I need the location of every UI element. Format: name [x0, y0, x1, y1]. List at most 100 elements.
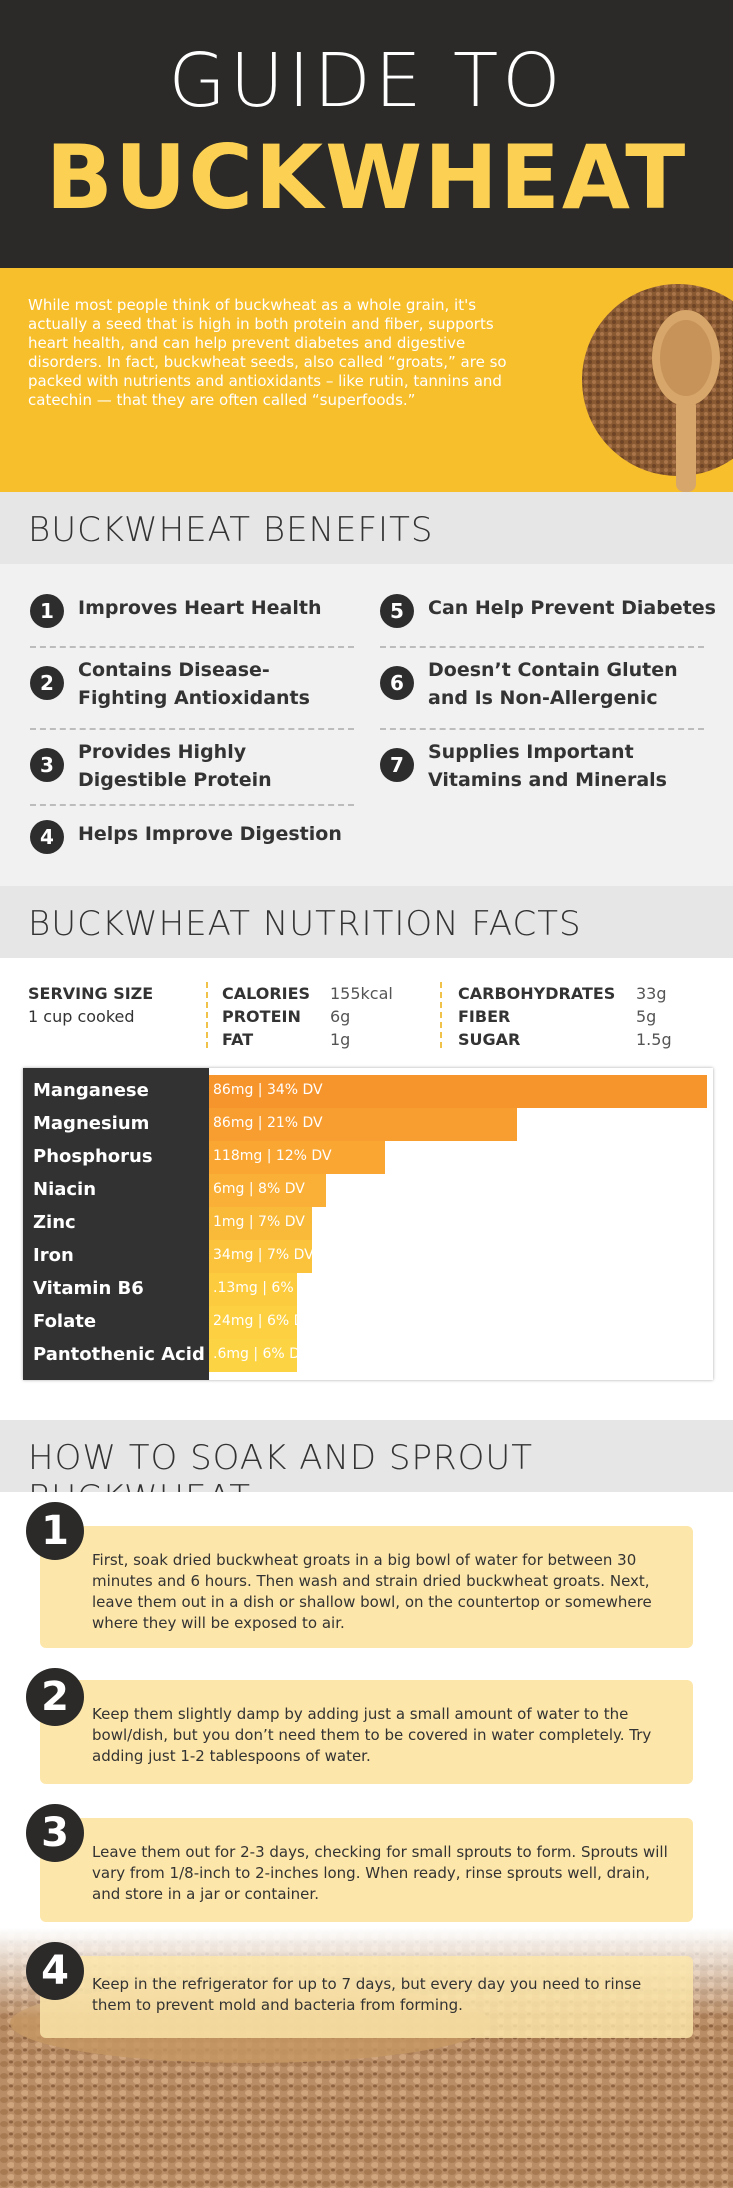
benefit-item: 6 Doesn’t Contain Gluten and Is Non-Alle… — [380, 656, 720, 712]
fiber-value: 5g — [636, 1007, 657, 1026]
carbs-label: CARBOHYDRATES — [458, 984, 616, 1003]
chart-bar: 24mg | 6% DV — [209, 1305, 314, 1339]
chart-bar: 86mg | 21% DV — [209, 1107, 517, 1141]
title-banner: GUIDE TO BUCKWHEAT — [0, 0, 733, 268]
step-card: First, soak dried buckwheat groats in a … — [40, 1526, 693, 1648]
sugar-value: 1.5g — [636, 1030, 672, 1049]
benefit-item: 3 Provides Highly Digestible Protein — [30, 738, 350, 794]
carb-labels-column: CARBOHYDRATES FIBER SUGAR — [458, 982, 615, 1051]
benefit-number-badge: 6 — [380, 666, 414, 700]
step-text: Keep them slightly damp by adding just a… — [92, 1705, 652, 1765]
chart-bar: .6mg | 6% DV — [209, 1338, 309, 1372]
buckwheat-bowl-image — [568, 268, 733, 492]
benefit-label: Improves Heart Health — [78, 597, 322, 619]
benefit-item: 2 Contains Disease-Fighting Antioxidants — [30, 656, 350, 712]
protein-value: 6g — [330, 1007, 351, 1026]
carbs-value: 33g — [636, 984, 667, 1003]
chart-category-label: Zinc — [33, 1212, 76, 1233]
benefit-number-badge: 2 — [30, 666, 64, 700]
step-text: First, soak dried buckwheat groats in a … — [92, 1551, 652, 1632]
step-text: Keep in the refrigerator for up to 7 day… — [92, 1975, 642, 2014]
intro-section: While most people think of buckwheat as … — [0, 268, 733, 492]
fat-value: 1g — [330, 1030, 351, 1049]
chart-category-label: Vitamin B6 — [33, 1278, 144, 1299]
benefits-list: 1 Improves Heart Health 2 Contains Disea… — [0, 564, 733, 886]
benefit-item: 7 Supplies Important Vitamins and Minera… — [380, 738, 720, 794]
macro-values-column: 155kcal 6g 1g — [330, 982, 393, 1051]
divider — [440, 982, 442, 1048]
carb-values-column: 33g 5g 1.5g — [636, 982, 672, 1051]
benefit-item: 1 Improves Heart Health — [30, 594, 350, 628]
benefit-number-badge: 1 — [30, 594, 64, 628]
step-card: Keep in the refrigerator for up to 7 day… — [40, 1956, 693, 2038]
step-number-badge: 4 — [26, 1942, 84, 2000]
chart-category-label: Folate — [33, 1311, 97, 1332]
title-line-2: BUCKWHEAT — [45, 126, 688, 229]
divider — [206, 982, 208, 1048]
nutrient-bar-chart: Manganese Magnesium Phosphorus Niacin Zinc Ir… — [23, 1068, 713, 1380]
sprout-steps-section: First, soak dried buckwheat groats in a … — [0, 1492, 733, 2188]
chart-category-label: Phosphorus — [33, 1146, 153, 1167]
serving-value: 1 cup cooked — [28, 1007, 135, 1026]
fiber-label: FIBER — [458, 1007, 511, 1026]
chart-category-label: Pantothenic Acid — [33, 1344, 205, 1365]
sprout-header: HOW TO SOAK AND SPROUT BUCKWHEAT — [0, 1420, 733, 1518]
step-number-badge: 1 — [26, 1502, 84, 1560]
divider — [380, 646, 704, 648]
benefit-label: Supplies Important Vitamins and Minerals — [428, 741, 667, 791]
chart-category-label: Iron — [33, 1245, 74, 1266]
chart-category-label: Niacin — [33, 1179, 97, 1200]
benefit-number-badge: 4 — [30, 820, 64, 854]
benefit-label: Can Help Prevent Diabetes — [428, 597, 716, 619]
chart-bar: 34mg | 7% DV — [209, 1239, 314, 1273]
intro-text: While most people think of buckwheat as … — [28, 296, 507, 409]
benefit-item: 4 Helps Improve Digestion — [30, 820, 350, 854]
protein-label: PROTEIN — [222, 1007, 301, 1026]
nutrition-title: BUCKWHEAT NUTRITION FACTS — [28, 904, 582, 944]
divider — [380, 728, 704, 730]
divider — [30, 728, 354, 730]
serving-label: SERVING SIZE — [28, 984, 154, 1003]
calories-value: 155kcal — [330, 984, 393, 1003]
benefit-number-badge: 7 — [380, 748, 414, 782]
serving-column: SERVING SIZE 1 cup cooked — [28, 982, 153, 1028]
chart-label-column: Manganese Magnesium Phosphorus Niacin Zinc Ir… — [23, 1068, 209, 1380]
benefits-header: BUCKWHEAT BENEFITS — [0, 492, 733, 564]
macro-labels-column: CALORIES PROTEIN FAT — [222, 982, 310, 1051]
chart-bar: .13mg | 6% DV — [209, 1272, 318, 1306]
benefit-label: Provides Highly Digestible Protein — [78, 741, 272, 791]
chart-category-label: Magnesium — [33, 1113, 150, 1134]
title-line-1: GUIDE TO — [168, 38, 565, 124]
benefits-title: BUCKWHEAT BENEFITS — [28, 510, 434, 550]
nutrition-header: BUCKWHEAT NUTRITION FACTS — [0, 886, 733, 958]
chart-data-label: 24mg | 6% DV — [213, 1312, 314, 1329]
nutrition-facts-panel: SERVING SIZE 1 cup cooked CALORIES PROTE… — [0, 958, 733, 1058]
chart-bar: 6mg | 8% DV — [209, 1173, 326, 1207]
benefit-number-badge: 3 — [30, 748, 64, 782]
chart-data-label: 118mg | 12% DV — [213, 1147, 332, 1164]
benefit-label: Contains Disease-Fighting Antioxidants — [78, 659, 310, 709]
step-number-badge: 2 — [26, 1668, 84, 1726]
step-number-badge: 3 — [26, 1804, 84, 1862]
chart-data-label: 1mg | 7% DV — [213, 1213, 305, 1230]
calories-label: CALORIES — [222, 984, 311, 1003]
step-text: Leave them out for 2-3 days, checking fo… — [92, 1843, 668, 1903]
chart-data-label: 34mg | 7% DV — [213, 1246, 314, 1263]
sugar-label: SUGAR — [458, 1030, 521, 1049]
chart-bar: 86mg | 34% DV — [209, 1074, 707, 1108]
step-card: Keep them slightly damp by adding just a… — [40, 1680, 693, 1784]
chart-category-label: Manganese — [33, 1080, 149, 1101]
chart-data-label: 86mg | 21% DV — [213, 1114, 323, 1131]
chart-data-label: .13mg | 6% DV — [213, 1279, 319, 1296]
chart-data-label: 6mg | 8% DV — [213, 1180, 305, 1197]
chart-bar: 118mg | 12% DV — [209, 1140, 385, 1174]
chart-bar: 1mg | 7% DV — [209, 1206, 312, 1240]
benefit-item: 5 Can Help Prevent Diabetes — [380, 594, 720, 628]
benefit-label: Helps Improve Digestion — [78, 823, 342, 845]
benefit-number-badge: 5 — [380, 594, 414, 628]
step-card: Leave them out for 2-3 days, checking fo… — [40, 1818, 693, 1922]
fat-label: FAT — [222, 1030, 254, 1049]
chart-data-label: 86mg | 34% DV — [213, 1081, 323, 1098]
benefit-label: Doesn’t Contain Gluten and Is Non-Allerg… — [428, 659, 678, 709]
divider — [30, 804, 354, 806]
